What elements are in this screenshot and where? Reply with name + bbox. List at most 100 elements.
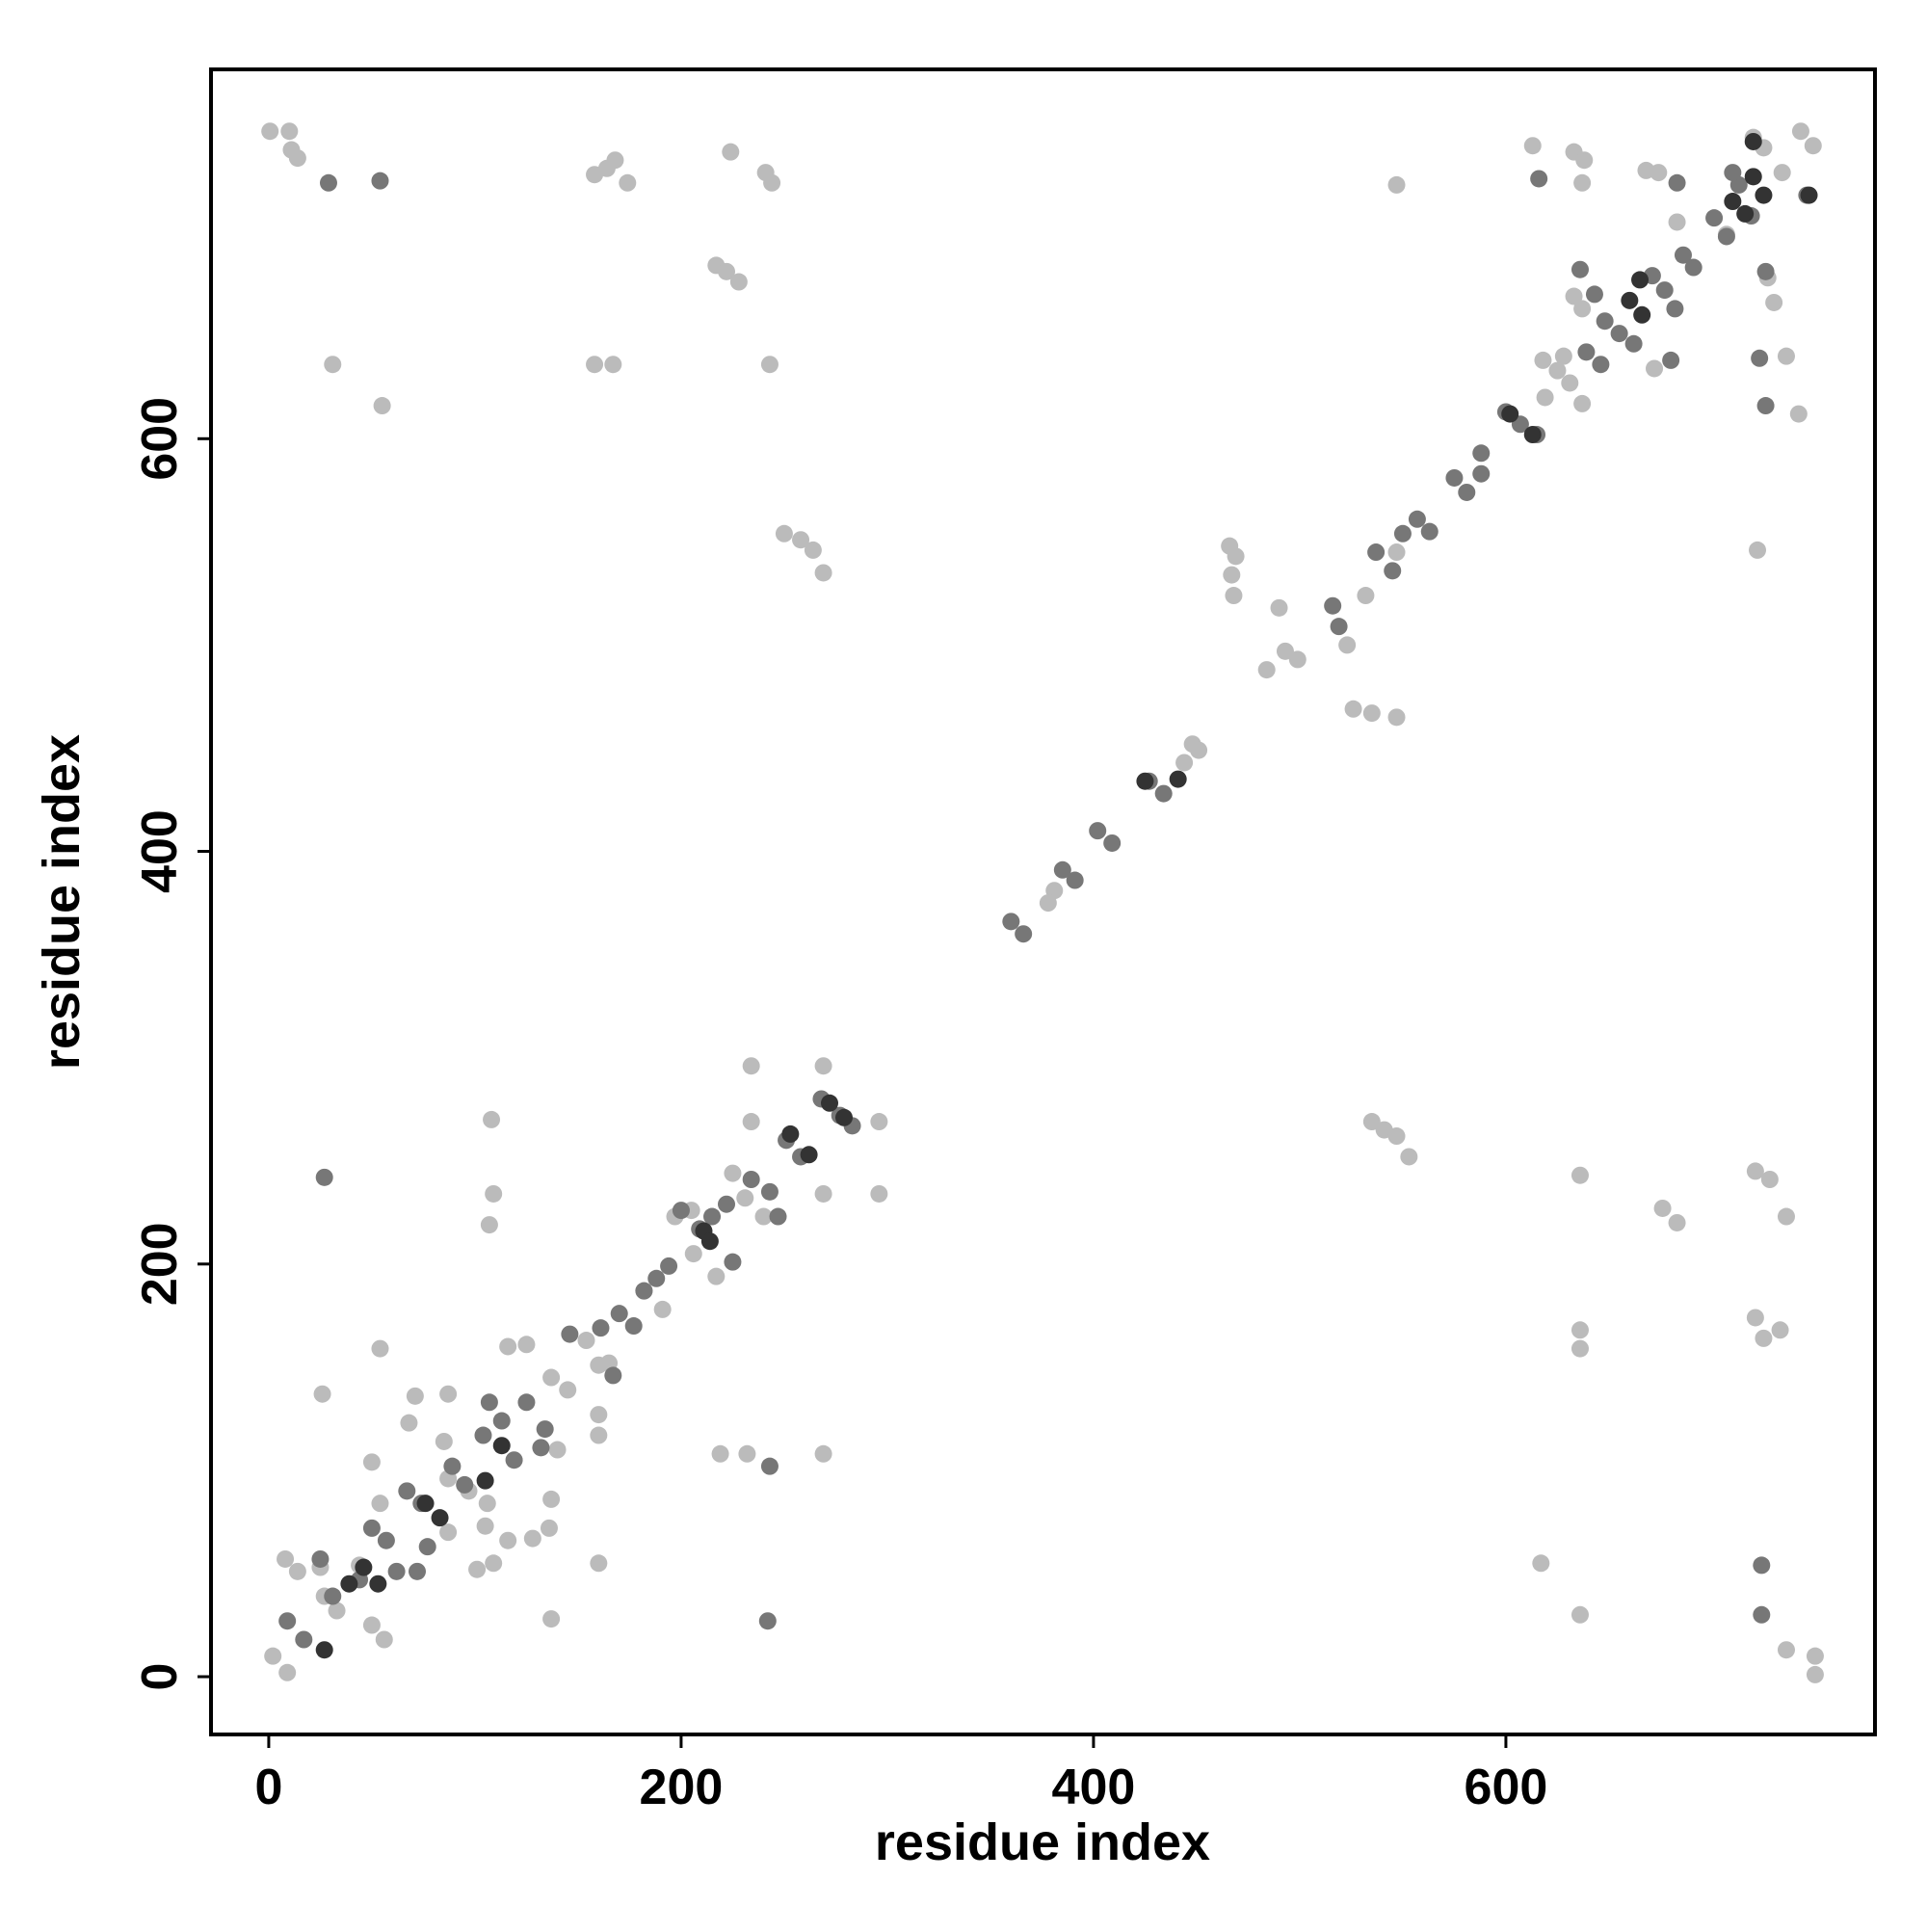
point (729, 273, 748, 291)
point (1523, 426, 1542, 444)
point (1227, 547, 1245, 566)
point (604, 356, 622, 374)
point (1684, 258, 1703, 277)
point (742, 1057, 760, 1075)
point (1571, 1605, 1589, 1624)
point (311, 1549, 330, 1568)
point (1530, 170, 1548, 188)
point (590, 1406, 608, 1424)
point (1532, 1554, 1550, 1573)
y-tick-label: 0 (132, 1663, 188, 1691)
y-tick-label: 600 (132, 397, 188, 481)
point (800, 1146, 818, 1164)
point (439, 1385, 458, 1403)
point (1668, 213, 1686, 231)
point (362, 1519, 381, 1537)
point (1066, 871, 1084, 889)
point (1015, 925, 1033, 943)
point (1344, 700, 1362, 718)
point (1806, 1647, 1824, 1665)
point (288, 149, 306, 168)
point (814, 1444, 832, 1463)
x-tick-label: 600 (1465, 1760, 1548, 1815)
point (758, 1612, 777, 1630)
x-tick-label: 400 (1052, 1760, 1136, 1815)
point (1169, 770, 1187, 788)
point (1002, 913, 1020, 931)
point (592, 1319, 610, 1337)
point (1445, 468, 1464, 487)
plot-frame (209, 67, 1877, 1736)
point (1362, 704, 1381, 723)
point (577, 1332, 595, 1350)
point (1136, 772, 1154, 790)
point (532, 1439, 550, 1457)
point (542, 1368, 561, 1387)
point (1760, 1171, 1779, 1188)
point (362, 1616, 381, 1634)
point (1276, 642, 1294, 660)
point (1751, 349, 1769, 367)
point (517, 1393, 536, 1412)
point (590, 1554, 608, 1573)
point (1103, 834, 1122, 852)
point (1596, 312, 1614, 331)
point (328, 1601, 346, 1620)
point (1575, 151, 1594, 170)
point (1565, 287, 1583, 305)
point (1338, 636, 1357, 654)
point (1662, 351, 1680, 369)
point (684, 1245, 702, 1263)
point (1753, 1556, 1771, 1575)
point (1724, 193, 1742, 211)
point (610, 1305, 628, 1323)
point (1777, 1207, 1795, 1226)
point (499, 1531, 517, 1549)
point (1755, 186, 1773, 204)
point (1773, 164, 1791, 182)
point (1736, 204, 1755, 223)
point (1674, 246, 1692, 264)
point (590, 1426, 608, 1444)
point (483, 1110, 501, 1128)
point (1756, 397, 1775, 415)
point (315, 1168, 333, 1186)
point (1577, 343, 1596, 361)
point (1585, 285, 1603, 304)
point (1744, 168, 1762, 186)
point (474, 1426, 492, 1444)
point (1387, 175, 1406, 194)
point (1387, 543, 1406, 562)
point (1472, 444, 1491, 463)
point (1561, 374, 1579, 392)
x-tick-label: 200 (640, 1760, 724, 1815)
point (476, 1517, 494, 1535)
point (406, 1387, 424, 1405)
point (480, 1216, 498, 1234)
point (416, 1495, 435, 1513)
point (559, 1381, 577, 1399)
point (1571, 1166, 1589, 1184)
point (754, 1207, 773, 1226)
point (1749, 541, 1767, 559)
point (1668, 173, 1686, 192)
point (653, 1300, 672, 1318)
y-axis-title: residue index (33, 734, 91, 1070)
point (492, 1412, 511, 1430)
y-tick-label: 200 (132, 1222, 188, 1306)
point (1393, 524, 1412, 543)
point (371, 172, 389, 190)
point (1330, 618, 1348, 636)
point (1724, 164, 1742, 182)
point (373, 397, 391, 415)
point (1190, 741, 1208, 759)
point (1804, 137, 1822, 155)
point (505, 1451, 523, 1469)
point (1744, 132, 1762, 150)
point (523, 1529, 541, 1548)
x-axis-title: residue index (875, 1813, 1210, 1871)
point (604, 1366, 622, 1385)
point (1666, 300, 1684, 318)
point (1777, 1641, 1795, 1659)
point (1777, 347, 1795, 365)
